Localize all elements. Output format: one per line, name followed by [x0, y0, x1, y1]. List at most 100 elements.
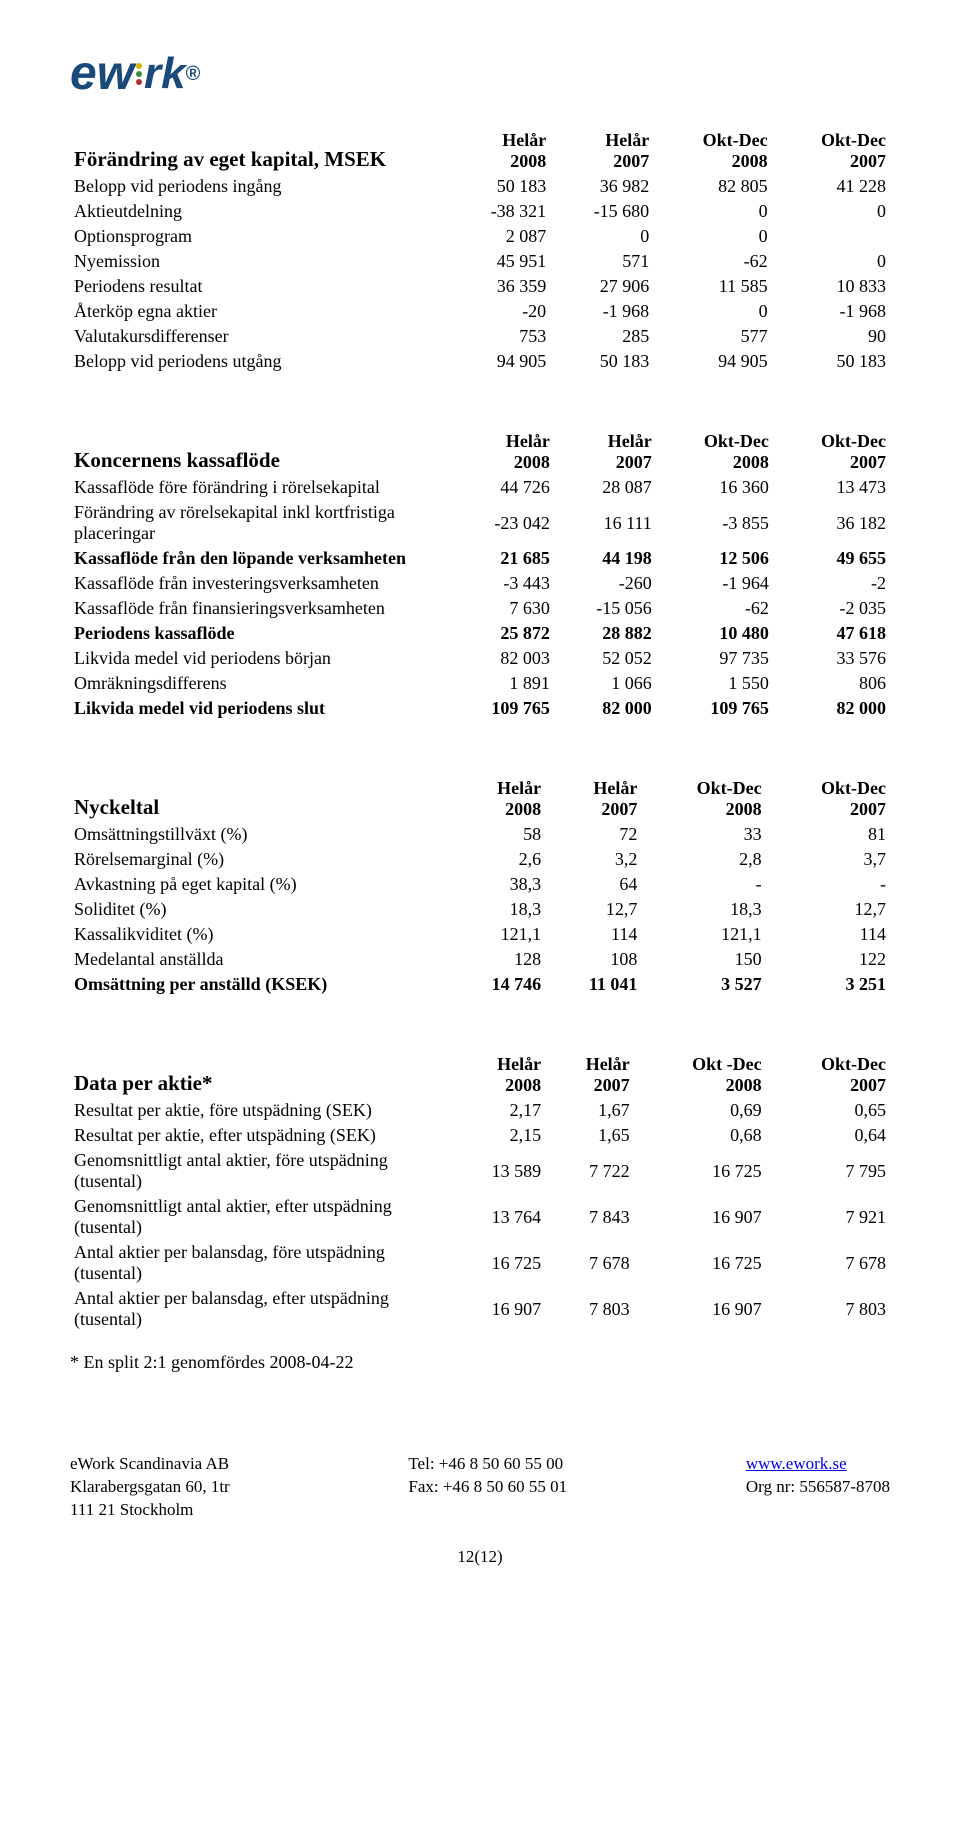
row-label: Avkastning på eget kapital (%) [70, 872, 447, 897]
cell-value: 18,3 [447, 897, 545, 922]
cell-value: 82 003 [447, 646, 554, 671]
cell-value: 121,1 [447, 922, 545, 947]
cell-value: 81 [766, 822, 890, 847]
cell-value: 7 803 [545, 1286, 634, 1332]
column-header: Helår2007 [545, 776, 641, 822]
cell-value: 109 765 [447, 696, 554, 721]
row-label: Kassaflöde från den löpande verksamheten [70, 546, 447, 571]
table-row: Soliditet (%)18,312,718,312,7 [70, 897, 890, 922]
cell-value: 10 833 [772, 274, 890, 299]
cell-value: 82 805 [653, 174, 771, 199]
footer-orgnr: Org nr: 556587-8708 [746, 1477, 890, 1496]
cell-value: 33 [641, 822, 765, 847]
cell-value: 47 618 [773, 621, 890, 646]
cell-value: 28 882 [554, 621, 656, 646]
cell-value: 2,17 [447, 1098, 545, 1123]
table-row: Omräkningsdifferens1 8911 0661 550806 [70, 671, 890, 696]
cell-value: 27 906 [550, 274, 653, 299]
cell-value: 0 [550, 224, 653, 249]
row-label: Valutakursdifferenser [70, 324, 447, 349]
logo-text-1: ew [70, 50, 134, 98]
table-row: Kassalikviditet (%)121,1114121,1114 [70, 922, 890, 947]
row-label: Likvida medel vid periodens slut [70, 696, 447, 721]
cell-value: 7 843 [545, 1194, 634, 1240]
table-row: Omsättning per anställd (KSEK)14 74611 0… [70, 972, 890, 997]
table-title: Förändring av eget kapital, MSEK [70, 128, 447, 174]
table-row: Återköp egna aktier-20-1 9680-1 968 [70, 299, 890, 324]
cell-value: 11 041 [545, 972, 641, 997]
cell-value: 94 905 [653, 349, 771, 374]
cell-value: 3 251 [766, 972, 890, 997]
cell-value: 150 [641, 947, 765, 972]
logo: ew rk ® [70, 50, 890, 98]
table-row: Likvida medel vid periodens slut109 7658… [70, 696, 890, 721]
cell-value: -3 443 [447, 571, 554, 596]
footer-left: eWork Scandinavia ABKlarabergsgatan 60, … [70, 1453, 230, 1522]
table-row: Förändring av rörelsekapital inkl kortfr… [70, 500, 890, 546]
row-label: Omräkningsdifferens [70, 671, 447, 696]
cell-value: 97 735 [656, 646, 773, 671]
row-label: Antal aktier per balansdag, före utspädn… [70, 1240, 447, 1286]
cell-value: 38,3 [447, 872, 545, 897]
logo-dots-icon [136, 63, 142, 85]
column-header: Helår2008 [447, 776, 545, 822]
row-label: Resultat per aktie, efter utspädning (SE… [70, 1123, 447, 1148]
cell-value: 122 [766, 947, 890, 972]
row-label: Nyemission [70, 249, 447, 274]
cell-value: 94 905 [447, 349, 550, 374]
column-header: Helår2008 [447, 1052, 545, 1098]
cell-value: 12,7 [766, 897, 890, 922]
cell-value: 16 907 [447, 1286, 545, 1332]
row-label: Omsättning per anställd (KSEK) [70, 972, 447, 997]
cell-value: 72 [545, 822, 641, 847]
cell-value: 0,68 [634, 1123, 766, 1148]
cell-value: -38 321 [447, 199, 550, 224]
cell-value: 806 [773, 671, 890, 696]
table-row: Periodens kassaflöde25 87228 88210 48047… [70, 621, 890, 646]
table-row: Genomsnittligt antal aktier, efter utspä… [70, 1194, 890, 1240]
cell-value: 7 678 [766, 1240, 890, 1286]
cell-value: 1,65 [545, 1123, 634, 1148]
column-header: Okt-Dec2007 [766, 1052, 890, 1098]
table-row: Periodens resultat36 35927 90611 58510 8… [70, 274, 890, 299]
cell-value: 0 [653, 299, 771, 324]
table-row: Kassaflöde från investeringsverksamheten… [70, 571, 890, 596]
table-row: Kassaflöde från finansieringsverksamhete… [70, 596, 890, 621]
cell-value: 16 360 [656, 475, 773, 500]
cell-value: 90 [772, 324, 890, 349]
footer-link[interactable]: www.ework.se [746, 1454, 847, 1473]
cell-value: 36 982 [550, 174, 653, 199]
cell-value: 7 795 [766, 1148, 890, 1194]
cell-value: -260 [554, 571, 656, 596]
table-row: Kassaflöde från den löpande verksamheten… [70, 546, 890, 571]
cell-value: 12 506 [656, 546, 773, 571]
cell-value: 13 473 [773, 475, 890, 500]
column-header: Okt-Dec2008 [656, 429, 773, 475]
footer-mid: Tel: +46 8 50 60 55 00Fax: +46 8 50 60 5… [408, 1453, 567, 1522]
cell-value: -1 968 [772, 299, 890, 324]
cell-value: 1 891 [447, 671, 554, 696]
row-label: Belopp vid periodens ingång [70, 174, 447, 199]
cell-value: 7 803 [766, 1286, 890, 1332]
cell-value: 3 527 [641, 972, 765, 997]
cell-value: 0 [653, 224, 771, 249]
cell-value: 285 [550, 324, 653, 349]
row-label: Förändring av rörelsekapital inkl kortfr… [70, 500, 447, 546]
cell-value: 44 198 [554, 546, 656, 571]
table-row: Genomsnittligt antal aktier, före utspäd… [70, 1148, 890, 1194]
logo-registered-icon: ® [186, 63, 201, 86]
column-header: Helår2007 [554, 429, 656, 475]
table-row: Kassaflöde före förändring i rörelsekapi… [70, 475, 890, 500]
table-row: Resultat per aktie, före utspädning (SEK… [70, 1098, 890, 1123]
column-header: Helår2008 [447, 429, 554, 475]
cell-value [772, 224, 890, 249]
cell-value: 16 725 [634, 1240, 766, 1286]
cell-value: 16 907 [634, 1194, 766, 1240]
cell-value: 0 [653, 199, 771, 224]
row-label: Kassaflöde före förändring i rörelsekapi… [70, 475, 447, 500]
cell-value: 2,8 [641, 847, 765, 872]
column-header: Helår2007 [550, 128, 653, 174]
column-header: Okt-Dec2008 [641, 776, 765, 822]
cell-value: 16 111 [554, 500, 656, 546]
cell-value: 0,69 [634, 1098, 766, 1123]
